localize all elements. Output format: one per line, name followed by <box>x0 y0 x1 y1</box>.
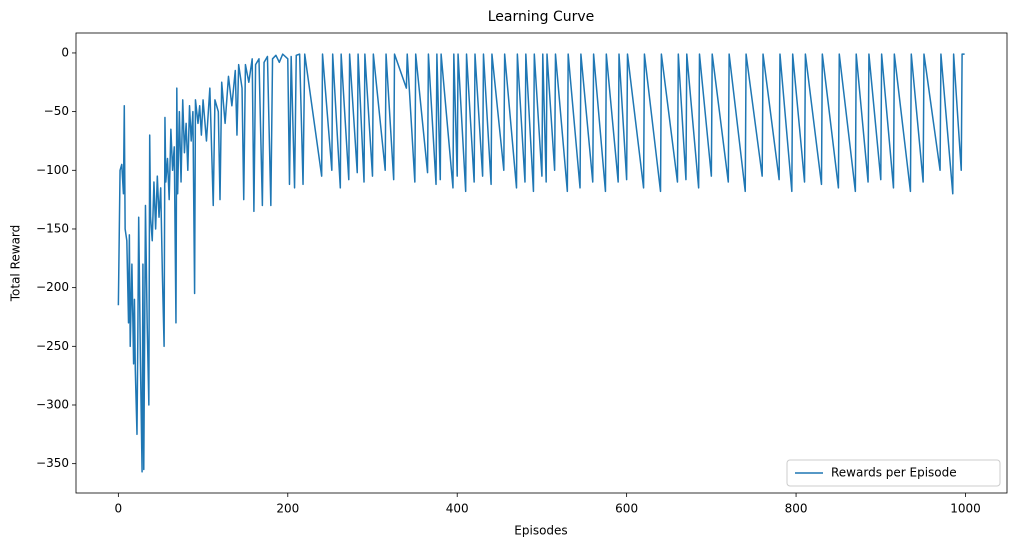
x-axis-label: Episodes <box>514 524 567 538</box>
plot-frame <box>75 32 1008 494</box>
y-tick-label: −150 <box>36 221 69 235</box>
data-line <box>117 53 965 473</box>
chart-title: Learning Curve <box>488 9 595 25</box>
y-tick-label: 0 <box>61 45 69 59</box>
legend-label: Rewards per Episode <box>831 466 957 480</box>
x-tick-label: 200 <box>276 502 299 516</box>
y-tick-label: −100 <box>36 163 69 177</box>
x-tick-label: 400 <box>446 502 469 516</box>
y-tick-label: −300 <box>36 397 69 411</box>
x-tick-label: 600 <box>615 502 638 516</box>
y-axis-label: Total Reward <box>9 225 23 303</box>
y-tick-label: −200 <box>36 280 69 294</box>
legend-box <box>786 459 1001 487</box>
y-tick-label: −350 <box>36 456 69 470</box>
x-tick-label: 800 <box>785 502 808 516</box>
y-tick-label: −250 <box>36 339 69 353</box>
x-tick-label: 0 <box>115 502 123 516</box>
x-tick-label: 1000 <box>950 502 981 516</box>
y-tick-label: −50 <box>44 104 69 118</box>
